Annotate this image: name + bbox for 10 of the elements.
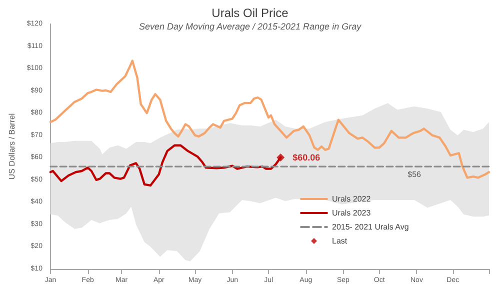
y-axis-title: US Dollars / Barrel	[8, 113, 16, 180]
legend-label: Last	[332, 236, 348, 246]
chart-subtitle: Seven Day Moving Average / 2015-2021 Range in Gray	[138, 22, 362, 32]
data-label: $60.06	[292, 152, 320, 163]
line-series	[49, 60, 490, 179]
annotation: $56	[408, 170, 422, 180]
chart-title: Urals Oil Price	[212, 6, 289, 20]
legend-label: Urals 2022	[332, 194, 372, 204]
legend-label: Urals 2023	[332, 208, 372, 218]
legend-label: 2015- 2021 Urals Avg	[332, 222, 409, 232]
